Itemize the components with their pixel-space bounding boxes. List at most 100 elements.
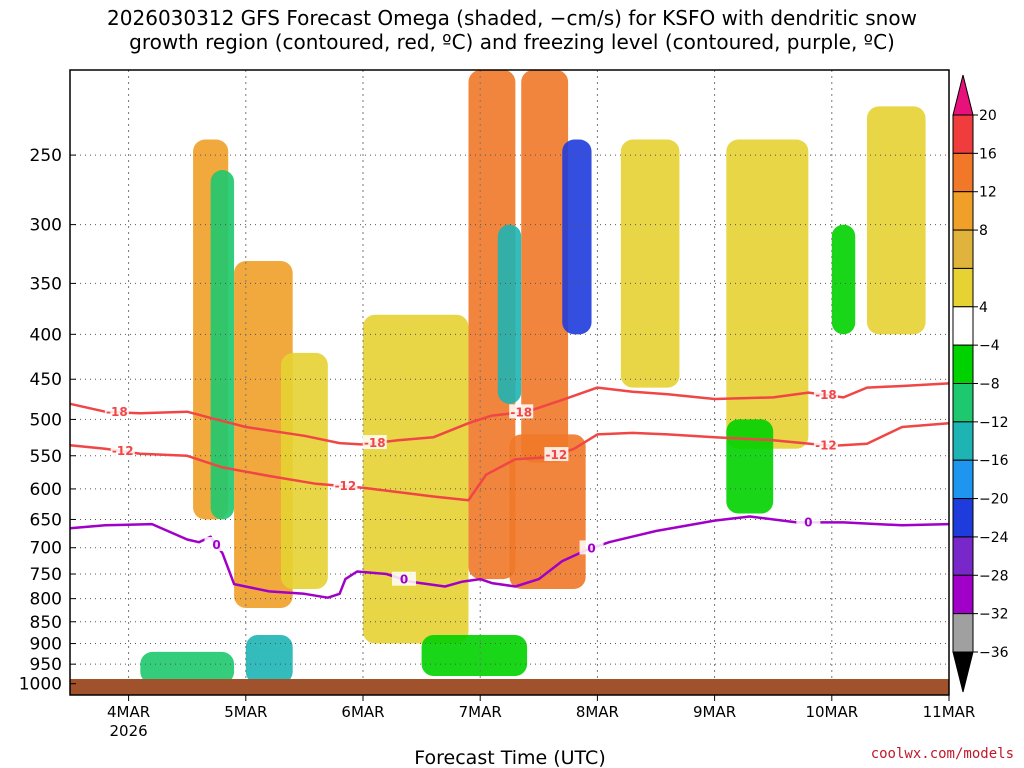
colorbar: 20 16 12 8 4 −4 −8 −12 −16 −20 −24 −28 −32 −36 [952,74,1009,693]
time-tick-label: 6MAR [341,703,384,721]
contour-label-bg [104,404,129,419]
colorbar-label: 8 [979,223,988,239]
omega-patch [280,352,328,589]
contour-label: -12 [815,438,837,452]
omega-patch [521,70,569,463]
contour-label-bg [544,447,569,462]
colorbar-label: 4 [979,300,988,316]
contour-label-bg [204,536,229,551]
pressure-tick-label: 550 [30,447,62,467]
contour-line [69,421,950,502]
colorbar-label: 16 [979,146,997,162]
pressure-tick-label: 400 [30,325,62,345]
contour-label: 0 [212,538,220,552]
colorbar-label: −36 [979,645,1009,661]
colorbar-swatch [952,114,974,154]
pressure-tick-label: 500 [30,410,62,430]
pressure-tick-label: 700 [30,539,62,559]
contour-label: -12 [112,444,134,458]
contour-label-bg [813,387,838,402]
contour-label: -18 [364,436,386,450]
time-tick-label: 4MAR [107,703,150,721]
pressure-tick-label: 950 [30,655,62,675]
colorbar-swatch [952,344,974,384]
colorbar-label: −28 [979,568,1009,584]
time-tick-label: 10MAR [805,703,858,721]
omega-patch [210,170,235,520]
pressure-tick-label: 600 [30,480,62,500]
colorbar-swatch [952,383,974,423]
contour-line [69,382,950,446]
omega-patch [831,224,856,335]
omega-patch [620,139,680,388]
colorbar-swatch [952,152,974,193]
omega-patch [497,224,522,404]
omega-patch [562,139,592,335]
x-axis-label: Forecast Time (UTC) [414,747,605,768]
contour-label: -12 [335,479,357,493]
colorbar-swatch [952,306,974,346]
omega-shading [140,70,926,684]
time-tick-label: 5MAR [224,703,267,721]
ground-bar [70,679,949,695]
colorbar-label: −24 [979,530,1009,546]
colorbar-label: −8 [979,377,1000,393]
colorbar-swatch [952,574,974,615]
pressure-tick-label: 850 [30,613,62,633]
pressure-tick-label: 300 [30,216,62,236]
time-tick-label: 7MAR [459,703,502,721]
pressure-tick-label: 1000 [19,675,62,695]
contour-label: 0 [587,541,595,555]
pressure-tick-label: 350 [30,274,62,294]
omega-patch [234,260,293,609]
omega-patch [726,419,774,514]
omega-patch [140,651,235,684]
colorbar-arrow-top [952,74,974,116]
omega-patch [726,139,809,449]
colorbar-swatch [952,267,974,308]
contour-label-bg [813,437,838,452]
contour-label-bg [110,443,135,458]
omega-patch [421,634,528,677]
pressure-tick-label: 250 [30,146,62,166]
pressure-tick-label: 750 [30,565,62,585]
colorbar-label: −16 [979,453,1009,469]
colorbar-swatch [952,498,974,538]
chart-title: 2026030312 GFS Forecast Omega (shaded, −… [107,6,917,54]
colorbar-swatch [952,536,974,576]
omega-patch [509,434,586,589]
omega-patch [363,314,469,644]
colorbar-label: −12 [979,415,1009,431]
omega-patch [245,634,293,684]
colorbar-swatch [952,459,974,500]
colorbar-label: 12 [979,185,997,201]
contour-label: -12 [546,448,568,462]
contour-label-bg [362,435,387,450]
pressure-tick-label: 800 [30,590,62,610]
time-tick-sublabel: 2026 [110,722,148,740]
time-tick-label: 9MAR [693,703,736,721]
colorbar-label: −20 [979,492,1009,508]
colorbar-label: 20 [979,108,997,124]
colorbar-label: −4 [979,338,1000,354]
contour-lines: -18 -18 -18 -18 -12 -12 -12 -12 0 0 0 0 [69,382,950,599]
contour-label: -18 [815,388,837,402]
pressure-tick-label: 450 [30,370,62,390]
contour-label: -18 [106,405,128,419]
contour-label-bg [392,571,417,586]
time-tick-label: 11MAR [923,703,976,721]
contour-label: 0 [400,573,408,587]
pressure-axis: 2503003504004505005506006507007508008509… [19,146,76,695]
colorbar-swatch [952,613,974,653]
colorbar-swatch [952,191,974,231]
contour-label: -18 [510,405,532,419]
contour-label: 0 [804,515,812,529]
omega-patch [866,106,926,335]
contour-label-bg [509,404,534,419]
pressure-tick-label: 900 [30,635,62,655]
contour-label-bg [333,478,358,493]
colorbar-swatch [952,229,974,269]
plot-frame [69,69,950,696]
